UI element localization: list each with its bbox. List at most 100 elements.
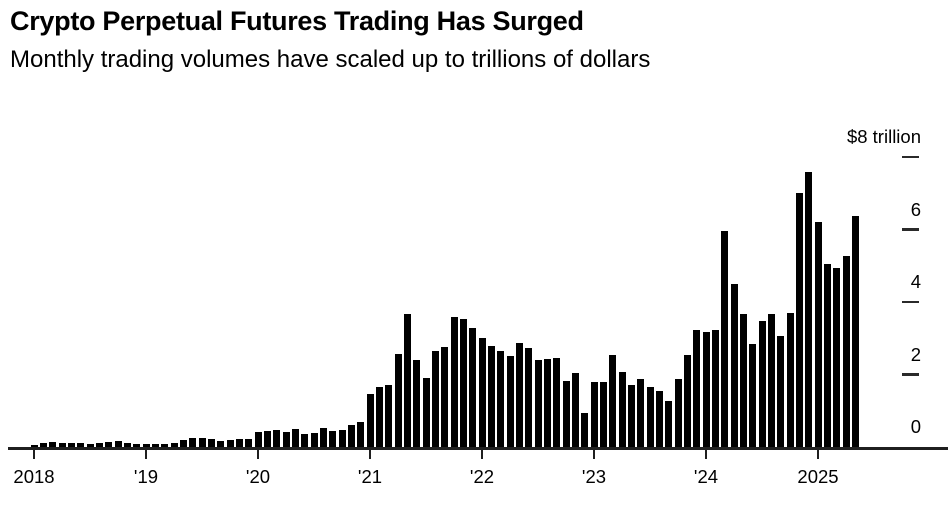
y-tick-label: 6 (910, 198, 921, 220)
x-tick-mark (704, 450, 707, 459)
x-tick-label: '20 (245, 466, 271, 487)
bar (236, 439, 244, 447)
bar (245, 439, 253, 447)
bar (142, 444, 150, 447)
bar (656, 391, 664, 447)
bar (338, 429, 346, 447)
bar (665, 400, 673, 447)
bar (357, 421, 365, 447)
bar (68, 443, 76, 447)
bar (562, 381, 570, 447)
y-tick-label: 4 (910, 271, 921, 292)
bar (86, 443, 94, 447)
bar (702, 332, 710, 447)
bar (833, 267, 841, 447)
bar (49, 441, 57, 447)
bar (301, 433, 309, 447)
bar (189, 438, 197, 447)
x-tick-label: 2018 (13, 466, 55, 487)
bar (96, 443, 104, 447)
bar (58, 442, 66, 447)
bar (786, 312, 794, 447)
x-tick-label: '24 (693, 466, 719, 487)
x-tick-label: '23 (581, 466, 607, 487)
x-tick-label: '22 (469, 466, 495, 487)
bar (460, 319, 468, 447)
bar (450, 316, 458, 447)
x-tick-mark (480, 450, 483, 459)
x-tick-mark (33, 450, 35, 459)
x-tick-mark (368, 450, 371, 459)
bar (404, 314, 412, 447)
bar (226, 440, 234, 447)
bar (124, 443, 132, 447)
bar (264, 430, 272, 447)
y-tick-dash (902, 373, 919, 376)
bar (180, 439, 188, 447)
bar (768, 313, 776, 447)
bar (796, 193, 804, 447)
bar (609, 355, 617, 447)
bar (320, 427, 328, 447)
bar (40, 443, 48, 447)
bar (105, 441, 113, 447)
x-tick-label: '19 (133, 466, 159, 487)
bar (376, 387, 384, 447)
bar (30, 444, 38, 447)
bar (198, 438, 206, 447)
bar (814, 221, 822, 447)
bar (77, 443, 85, 447)
y-tick-label: 2 (910, 343, 921, 365)
bar (618, 371, 626, 447)
bar (217, 441, 225, 447)
x-axis-baseline (8, 447, 948, 450)
bar (777, 335, 785, 447)
bar (488, 346, 496, 447)
bar (422, 378, 430, 447)
bar (600, 381, 608, 447)
bar (758, 321, 766, 447)
bar (432, 351, 440, 447)
y-tick-dash (902, 300, 919, 303)
y-tick-dash (902, 155, 919, 158)
bar (544, 358, 552, 447)
bar (730, 283, 738, 447)
bar (114, 441, 122, 447)
bar (824, 263, 832, 447)
bar (637, 379, 645, 447)
bar (581, 412, 589, 447)
bar (674, 378, 682, 447)
y-tick-label: $8 trillion (846, 126, 921, 147)
bar (525, 347, 533, 447)
bar (852, 215, 860, 447)
bar (590, 381, 598, 447)
bar (133, 444, 141, 447)
bar (273, 429, 281, 447)
bar (572, 372, 580, 447)
bar (310, 432, 318, 447)
chart-title: Crypto Perpetual Futures Trading Has Sur… (10, 6, 584, 36)
bar (646, 387, 654, 447)
bar (740, 313, 748, 447)
bar (478, 338, 486, 447)
bar (413, 359, 421, 447)
bar (534, 360, 542, 447)
bar (693, 329, 701, 447)
bar (394, 353, 402, 447)
y-tick-dash (902, 228, 919, 231)
bar (497, 351, 505, 447)
bar (161, 443, 169, 447)
x-tick-mark (816, 450, 819, 459)
bar (805, 171, 813, 447)
bar (441, 347, 449, 447)
bar (366, 393, 374, 447)
bar (553, 358, 561, 447)
y-tick-label: 0 (910, 416, 921, 437)
bar (348, 424, 356, 447)
x-tick-mark (144, 450, 147, 459)
chart-subtitle: Monthly trading volumes have scaled up t… (10, 46, 651, 73)
bar (152, 444, 160, 447)
x-tick-mark (256, 450, 259, 459)
